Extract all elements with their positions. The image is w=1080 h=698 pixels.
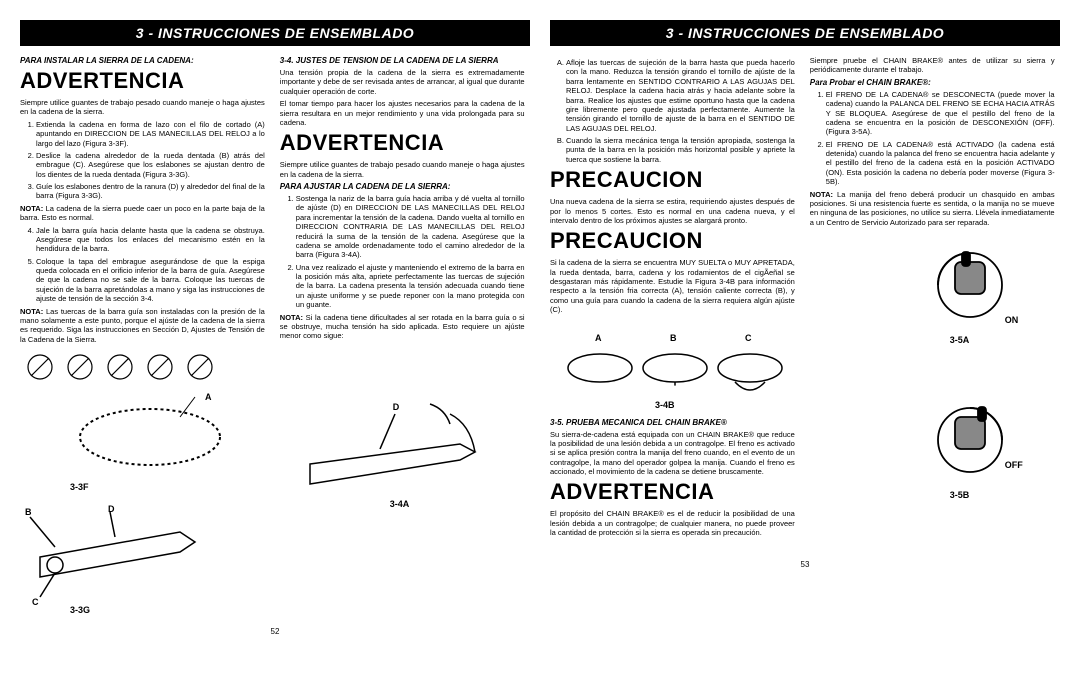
li-1: Extienda la cadena en forma de lazo con … (36, 120, 265, 148)
li-4: Jale la barra guía hacia delante hasta q… (36, 226, 265, 254)
warning-precaucion-2: PRECAUCION (550, 228, 795, 254)
nota-3: NOTA: Si la cadena tiene dificultades al… (280, 313, 525, 341)
fig-3-3f: 3-3F (70, 482, 89, 492)
subhead-install: PARA INSTALAR LA SIERRA DE LA CADENA: (20, 56, 265, 65)
figure-3-3f-3-3g: A 3-3F B D C 3-3G (20, 347, 265, 617)
nota-2-text: Las tuercas de la barra guía son instala… (20, 307, 265, 344)
fig-3-5b: 3-5B (950, 490, 970, 500)
label-D-4a: D (393, 402, 400, 412)
li-3: Guíe los eslabones dentro de la ranura (… (36, 182, 265, 201)
left-col-b: 3-4. JUSTES DE TENSION DE LA CADENA DE L… (280, 56, 525, 617)
label-ON: ON (1005, 315, 1019, 325)
warning-advertencia-2: ADVERTENCIA (280, 130, 525, 156)
right-col-b: Siempre pruebe el CHAIN BRAKE® antes de … (810, 56, 1055, 550)
warning-precaucion-1: PRECAUCION (550, 167, 795, 193)
p-3-4-1: Una tensión propia de la cadena de la si… (280, 68, 525, 96)
adj-li2: Una vez realizado el ajuste y manteniend… (296, 263, 525, 310)
figure-3-4a: D 3-4A (280, 344, 525, 544)
r-p2: Si la cadena de la sierra se encuentra M… (550, 258, 795, 314)
rb-p1: Siempre pruebe el CHAIN BRAKE® antes de … (810, 56, 1055, 75)
label-4b-A: A (595, 333, 602, 343)
li-2: Deslice la cadena alrededor de la rueda … (36, 151, 265, 179)
right-col-a: Afloje las tuercas de sujeción de la bar… (550, 56, 795, 550)
label-4b-B: B (670, 333, 677, 343)
warning-advertencia-1: ADVERTENCIA (20, 68, 265, 94)
subhead-ajustar: PARA AJUSTAR LA CADENA DE LA SIERRA: (280, 182, 525, 191)
r-p1: Una nueva cadena de la sierra se estira,… (550, 197, 795, 225)
subhead-3-4: 3-4. JUSTES DE TENSION DE LA CADENA DE L… (280, 56, 525, 65)
section-header-left: 3 - INSTRUCCIONES DE ENSEMBLADO (20, 20, 530, 46)
nota-3-label: NOTA: (280, 313, 303, 322)
label-C: C (32, 597, 39, 607)
page-number-52: 52 (20, 627, 530, 636)
rb-nota-label: NOTA: (810, 190, 833, 199)
rb-li1: El FRENO DE LA CADENA® se DESCONECTA (pu… (826, 90, 1055, 137)
label-4b-C: C (745, 333, 752, 343)
nota-2: NOTA: Las tuercas de la barra guía son i… (20, 307, 265, 345)
r-liB: Cuando la sierra mecánica tenga la tensi… (566, 136, 795, 164)
p-3-6: El propósito del CHAIN BRAKE® es el de r… (550, 509, 795, 537)
label-B: B (25, 507, 32, 517)
nota-1-text: La cadena de la sierra puede caer un poc… (20, 204, 265, 222)
nota-1: NOTA: La cadena de la sierra puede caer … (20, 204, 265, 223)
fig-3-4b: 3-4B (655, 400, 675, 410)
subhead-3-5: 3-5. PRUEBA MECANICA DEL CHAIN BRAKE® (550, 418, 795, 427)
rb-nota: NOTA: La manija del freno deberá produci… (810, 190, 1055, 228)
page-left: 3 - INSTRUCCIONES DE ENSEMBLADO PARA INS… (20, 20, 530, 636)
nota-2-label: NOTA: (20, 307, 43, 316)
rb-li2: El FRENO DE LA CADENA® está ACTIVADO (la… (826, 140, 1055, 187)
fig-3-4a: 3-4A (390, 499, 410, 509)
label-D: D (108, 504, 115, 514)
adj-li1: Sostenga la nariz de la barra guía hacia… (296, 194, 525, 260)
fig-3-3g: 3-3G (70, 605, 90, 615)
label-A: A (205, 392, 212, 402)
text-gloves-2: Siempre utilice guantes de trabajo pesad… (280, 160, 525, 179)
figure-3-5a-3-5b: ON 3-5A OFF 3-5B (810, 230, 1055, 550)
subhead-probar: Para Probar el CHAIN BRAKE®: (810, 78, 1055, 87)
text-gloves-1: Siempre utilice guantes de trabajo pesad… (20, 98, 265, 117)
page-number-53: 53 (550, 560, 1060, 569)
page-right: 3 - INSTRUCCIONES DE ENSEMBLADO Afloje l… (550, 20, 1060, 636)
section-header-right: 3 - INSTRUCCIONES DE ENSEMBLADO (550, 20, 1060, 46)
figure-3-4b: A B C 3-4B (550, 318, 795, 418)
li-5: Coloque la tapa del embrague asegurándos… (36, 257, 265, 304)
nota-3-text: Si la cadena tiene dificultades al ser r… (280, 313, 525, 341)
p-3-5: Su sierra-de-cadena está equipada con un… (550, 430, 795, 477)
r-liA: Afloje las tuercas de sujeción de la bar… (566, 58, 795, 133)
left-col-a: PARA INSTALAR LA SIERRA DE LA CADENA: AD… (20, 56, 265, 617)
fig-3-5a: 3-5A (950, 335, 970, 345)
warning-advertencia-3: ADVERTENCIA (550, 479, 795, 505)
p-3-4-2: El tomar tiempo para hacer los ajustes n… (280, 99, 525, 127)
rb-nota-text: La manija del freno deberá producir un c… (810, 190, 1055, 227)
label-OFF: OFF (1005, 460, 1023, 470)
nota-1-label: NOTA: (20, 204, 43, 213)
